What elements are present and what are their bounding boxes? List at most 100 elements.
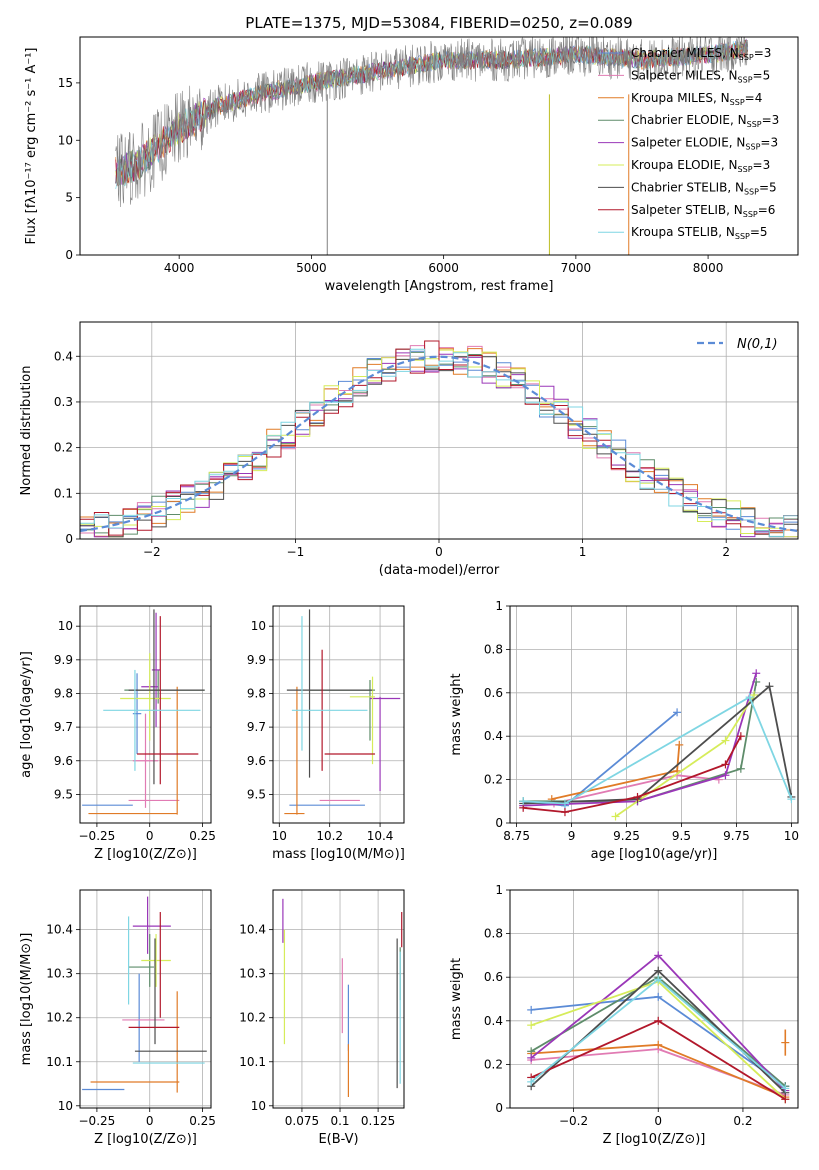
y-tick-label: 1 — [495, 599, 503, 613]
x-axis-label: mass [log10(M/M⊙)] — [272, 847, 405, 862]
panel-residuals: −2 −1 0 1 2 0 0.1 0.2 0.3 0.4 (data-model)/error No… — [19, 321, 799, 578]
x-axis-label: E(B-V) — [318, 1132, 358, 1147]
y-tick-label: 0.3 — [54, 395, 73, 409]
panel-weight-vs-age: 8.75 9 9.25 9.5 9.75 10 0 0.2 0.4 0.6 0.8 1 age [log… — [449, 599, 799, 862]
y-tick-label: 0 — [65, 248, 73, 262]
plot-area — [82, 609, 205, 815]
y-tick-label: 10 — [58, 619, 73, 633]
panel-age-vs-mass: 10 10.2 10.4 9.5 9.6 9.7 9.8 9.9 10 mass [log10(M… — [247, 605, 405, 862]
plot-area — [82, 896, 207, 1093]
y-tick-label: 10.1 — [239, 1055, 266, 1069]
x-axis-label: Z [log10(Z/Z⊙)] — [94, 847, 197, 862]
y-tick-label: 10.4 — [239, 923, 266, 937]
x-tick-label: −0.2 — [559, 1114, 588, 1128]
x-tick-label: 10 — [272, 829, 287, 843]
y-axis-label: Flux [fλ10⁻¹⁷ erg cm⁻² s⁻¹ A⁻¹] — [24, 48, 39, 245]
panel-spectrum: 4000 5000 6000 7000 8000 0 5 10 15 wavelength [An… — [24, 36, 799, 294]
x-tick-label: −1 — [287, 545, 305, 559]
y-tick-label: 1 — [495, 883, 503, 897]
legend-entry: Salpeter MILES, NSSP=5 — [631, 68, 770, 84]
y-axis-label: age [log10(age/yr)] — [19, 651, 34, 778]
y-tick-label: 9.5 — [247, 787, 266, 801]
y-tick-label: 0.4 — [484, 1014, 503, 1028]
y-tick-label: 0.8 — [484, 927, 503, 941]
y-tick-label: 10.4 — [46, 923, 73, 937]
legend-entry: Salpeter ELODIE, NSSP=3 — [631, 136, 778, 152]
x-tick-label: 8.75 — [503, 829, 530, 843]
y-axis-label: mass weight — [449, 673, 464, 755]
legend: N(0,1) — [697, 337, 778, 352]
data-line — [115, 37, 749, 208]
reference-gaussian — [80, 355, 798, 533]
x-tick-label: 9.25 — [613, 829, 640, 843]
plot-area — [115, 37, 749, 255]
series-line — [523, 673, 758, 807]
panel-mass-vs-Z: −0.25 0 0.25 10 10.1 10.2 10.3 10.4 Z [log10(Z/Z… — [19, 889, 216, 1147]
y-tick-label: 0.6 — [484, 970, 503, 984]
y-tick-label: 9.8 — [54, 686, 73, 700]
y-tick-label: 10 — [251, 619, 266, 633]
legend-entry: Chabrier MILES, NSSP=3 — [631, 46, 771, 62]
y-tick-label: 15 — [58, 76, 73, 90]
axes-frame — [272, 889, 405, 1109]
x-axis-label: Z [log10(Z/Z⊙)] — [603, 1132, 706, 1147]
x-tick-label: 5000 — [296, 261, 327, 275]
x-axis-label: (data-model)/error — [379, 563, 500, 578]
x-tick-label: 6000 — [428, 261, 459, 275]
legend: Chabrier MILES, NSSP=3 Salpeter MILES, NS… — [598, 46, 779, 241]
x-tick-label: 9.5 — [672, 829, 691, 843]
y-tick-label: 0.2 — [484, 773, 503, 787]
x-tick-label: 0.1 — [330, 1114, 349, 1128]
axes-frame — [509, 889, 799, 1109]
x-tick-label: 9.75 — [723, 829, 750, 843]
y-tick-label: 10 — [251, 1099, 266, 1113]
x-tick-label: 8000 — [693, 261, 724, 275]
legend-entry: N(0,1) — [737, 337, 778, 352]
x-tick-label: 9 — [568, 829, 576, 843]
figure-title: PLATE=1375, MJD=53084, FIBERID=0250, z=0… — [245, 14, 632, 32]
x-tick-label: 0.125 — [361, 1114, 395, 1128]
x-axis-label: age [log10(age/yr)] — [591, 847, 718, 862]
axes-frame — [79, 36, 799, 256]
y-tick-label: 0.2 — [54, 441, 73, 455]
y-tick-label: 9.9 — [247, 653, 266, 667]
y-tick-label: 0.4 — [484, 729, 503, 743]
legend-entry: Salpeter STELIB, NSSP=6 — [631, 203, 775, 219]
y-tick-label: 10.3 — [239, 967, 266, 981]
x-tick-label: 0 — [146, 829, 154, 843]
y-tick-label: 9.7 — [54, 720, 73, 734]
y-tick-label: 5 — [65, 191, 73, 205]
y-tick-label: 0.1 — [54, 486, 73, 500]
x-tick-label: −0.25 — [79, 829, 116, 843]
x-axis-label: wavelength [Angstrom, rest frame] — [325, 279, 554, 294]
x-tick-label: 7000 — [561, 261, 592, 275]
axes-frame — [509, 605, 799, 824]
x-tick-label: 0.2 — [733, 1114, 752, 1128]
y-tick-label: 10 — [58, 133, 73, 147]
series-line — [523, 695, 793, 805]
x-tick-label: 10.4 — [367, 829, 394, 843]
x-tick-label: 4000 — [164, 261, 195, 275]
panel-mass-vs-ebv: 0.075 0.1 0.125 10 10.1 10.2 10.3 10.4 E(B-V) — [239, 889, 405, 1147]
y-tick-label: 9.7 — [247, 720, 266, 734]
x-tick-label: −2 — [143, 545, 161, 559]
plot-area — [282, 898, 403, 1097]
panel-age-vs-Z: −0.25 0 0.25 9.5 9.6 9.7 9.8 9.9 10 Z [log10(Z/Z⊙… — [19, 605, 216, 862]
y-tick-label: 10.3 — [46, 967, 73, 981]
y-tick-label: 0.4 — [54, 349, 73, 363]
plot-area — [519, 669, 796, 821]
x-tick-label: 0.075 — [285, 1114, 319, 1128]
legend-entry: Chabrier STELIB, NSSP=5 — [631, 180, 777, 196]
y-tick-label: 10 — [58, 1099, 73, 1113]
y-tick-label: 10.1 — [46, 1055, 73, 1069]
axes-frame — [272, 605, 405, 824]
x-tick-label: 2 — [722, 545, 730, 559]
y-axis-label: mass weight — [449, 958, 464, 1040]
axes-frame — [79, 605, 212, 824]
x-axis-label: Z [log10(Z/Z⊙)] — [94, 1132, 197, 1147]
y-tick-label: 0.2 — [484, 1057, 503, 1071]
x-tick-label: 0 — [435, 545, 443, 559]
series-line — [523, 684, 793, 805]
y-tick-label: 9.6 — [54, 754, 73, 768]
x-tick-label: 0.25 — [189, 1114, 216, 1128]
